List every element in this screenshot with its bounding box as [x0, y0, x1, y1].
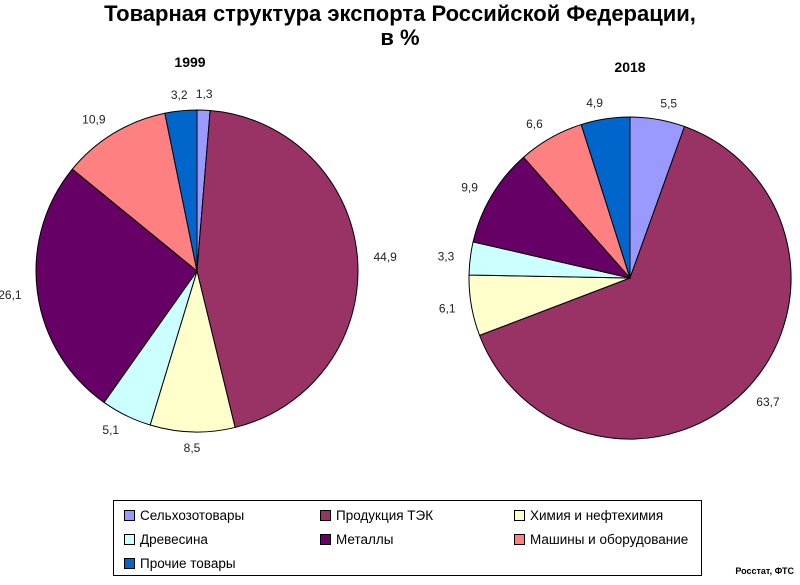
legend-item-химия-и-нефтехимия: Химия и нефтехимия	[514, 504, 694, 526]
pie-title: 1999	[174, 54, 205, 70]
slice-value-label: 10,9	[82, 113, 106, 127]
legend-item-машины-и-оборудование: Машины и оборудование	[514, 528, 694, 550]
slice-value-label: 6,1	[439, 301, 456, 315]
chart-title-line1: Товарная структура экспорта Российской Ф…	[104, 1, 696, 26]
legend-label: Химия и нефтехимия	[530, 507, 664, 523]
pie-title: 2018	[614, 59, 645, 75]
pie-slice-прочие-товары	[580, 116, 631, 279]
slice-value-label: 5,5	[660, 97, 677, 111]
slice-value-label: 63,7	[756, 395, 780, 409]
slice-value-label: 44,9	[374, 250, 398, 264]
slice-value-label: 8,5	[184, 441, 201, 455]
legend-item-продукция-тэк: Продукция ТЭК	[320, 504, 514, 526]
legend-item-металлы: Металлы	[320, 528, 514, 550]
legend-item-сельхозотовары: Сельхозотовары	[124, 504, 320, 526]
slice-value-label: 3,3	[438, 249, 455, 263]
pie-slice-машины-и-оборудование	[71, 112, 198, 273]
pie-slice-металлы	[472, 156, 632, 279]
legend-swatch	[320, 533, 331, 545]
slice-value-label: 1,3	[196, 87, 213, 101]
legend-swatch	[124, 557, 135, 569]
legend-swatch	[124, 533, 135, 545]
pie-1999: 1999 1,3 44,9 8,5 5,1 26,1 10,9 3,2	[0, 54, 397, 455]
legend-label: Машины и оборудование	[530, 531, 689, 547]
slice-value-label: 6,6	[526, 117, 543, 131]
pie-2018: 2018 5,5 63,7 6,1 3,3 9,9 6,6 4,9	[438, 59, 792, 440]
slice-value-label: 26,1	[0, 288, 22, 302]
chart-title: Товарная структура экспорта Российской Ф…	[0, 2, 800, 50]
legend-label: Продукция ТЭК	[336, 507, 434, 523]
pie-slice-продукция-тэк	[478, 125, 792, 440]
legend-label: Сельхозотовары	[140, 507, 245, 523]
chart-title-line2: в %	[380, 25, 420, 50]
pie-slice-продукция-тэк	[196, 110, 359, 429]
slice-value-label: 4,9	[586, 96, 603, 110]
legend-swatch	[514, 533, 525, 545]
legend-label: Металлы	[336, 531, 394, 547]
legend-swatch	[124, 509, 135, 521]
pie-slice-прочие-товары	[164, 109, 198, 272]
pie-slice-металлы	[35, 168, 198, 404]
legend-label: Прочие товары	[140, 555, 236, 571]
slice-value-label: 9,9	[461, 180, 478, 194]
legend: Сельхозотовары Продукция ТЭК Химия и нефте…	[113, 500, 702, 576]
pie-charts: 1999 1,3 44,9 8,5 5,1 26,1 10,9 3,2 2018 5,5 63,7 6…	[0, 54, 792, 455]
legend-swatch	[320, 509, 331, 521]
legend-item-древесина: Древесина	[124, 528, 320, 550]
legend-swatch	[514, 509, 525, 521]
pie-slice-химия-и-нефтехимия	[149, 269, 236, 433]
slice-value-label: 5,1	[102, 423, 119, 437]
legend-item-прочие-товары: Прочие товары	[124, 552, 320, 574]
slice-value-label: 3,2	[171, 88, 188, 102]
legend-label: Древесина	[140, 531, 208, 547]
source-note: Росстат, ФТС	[735, 566, 794, 576]
